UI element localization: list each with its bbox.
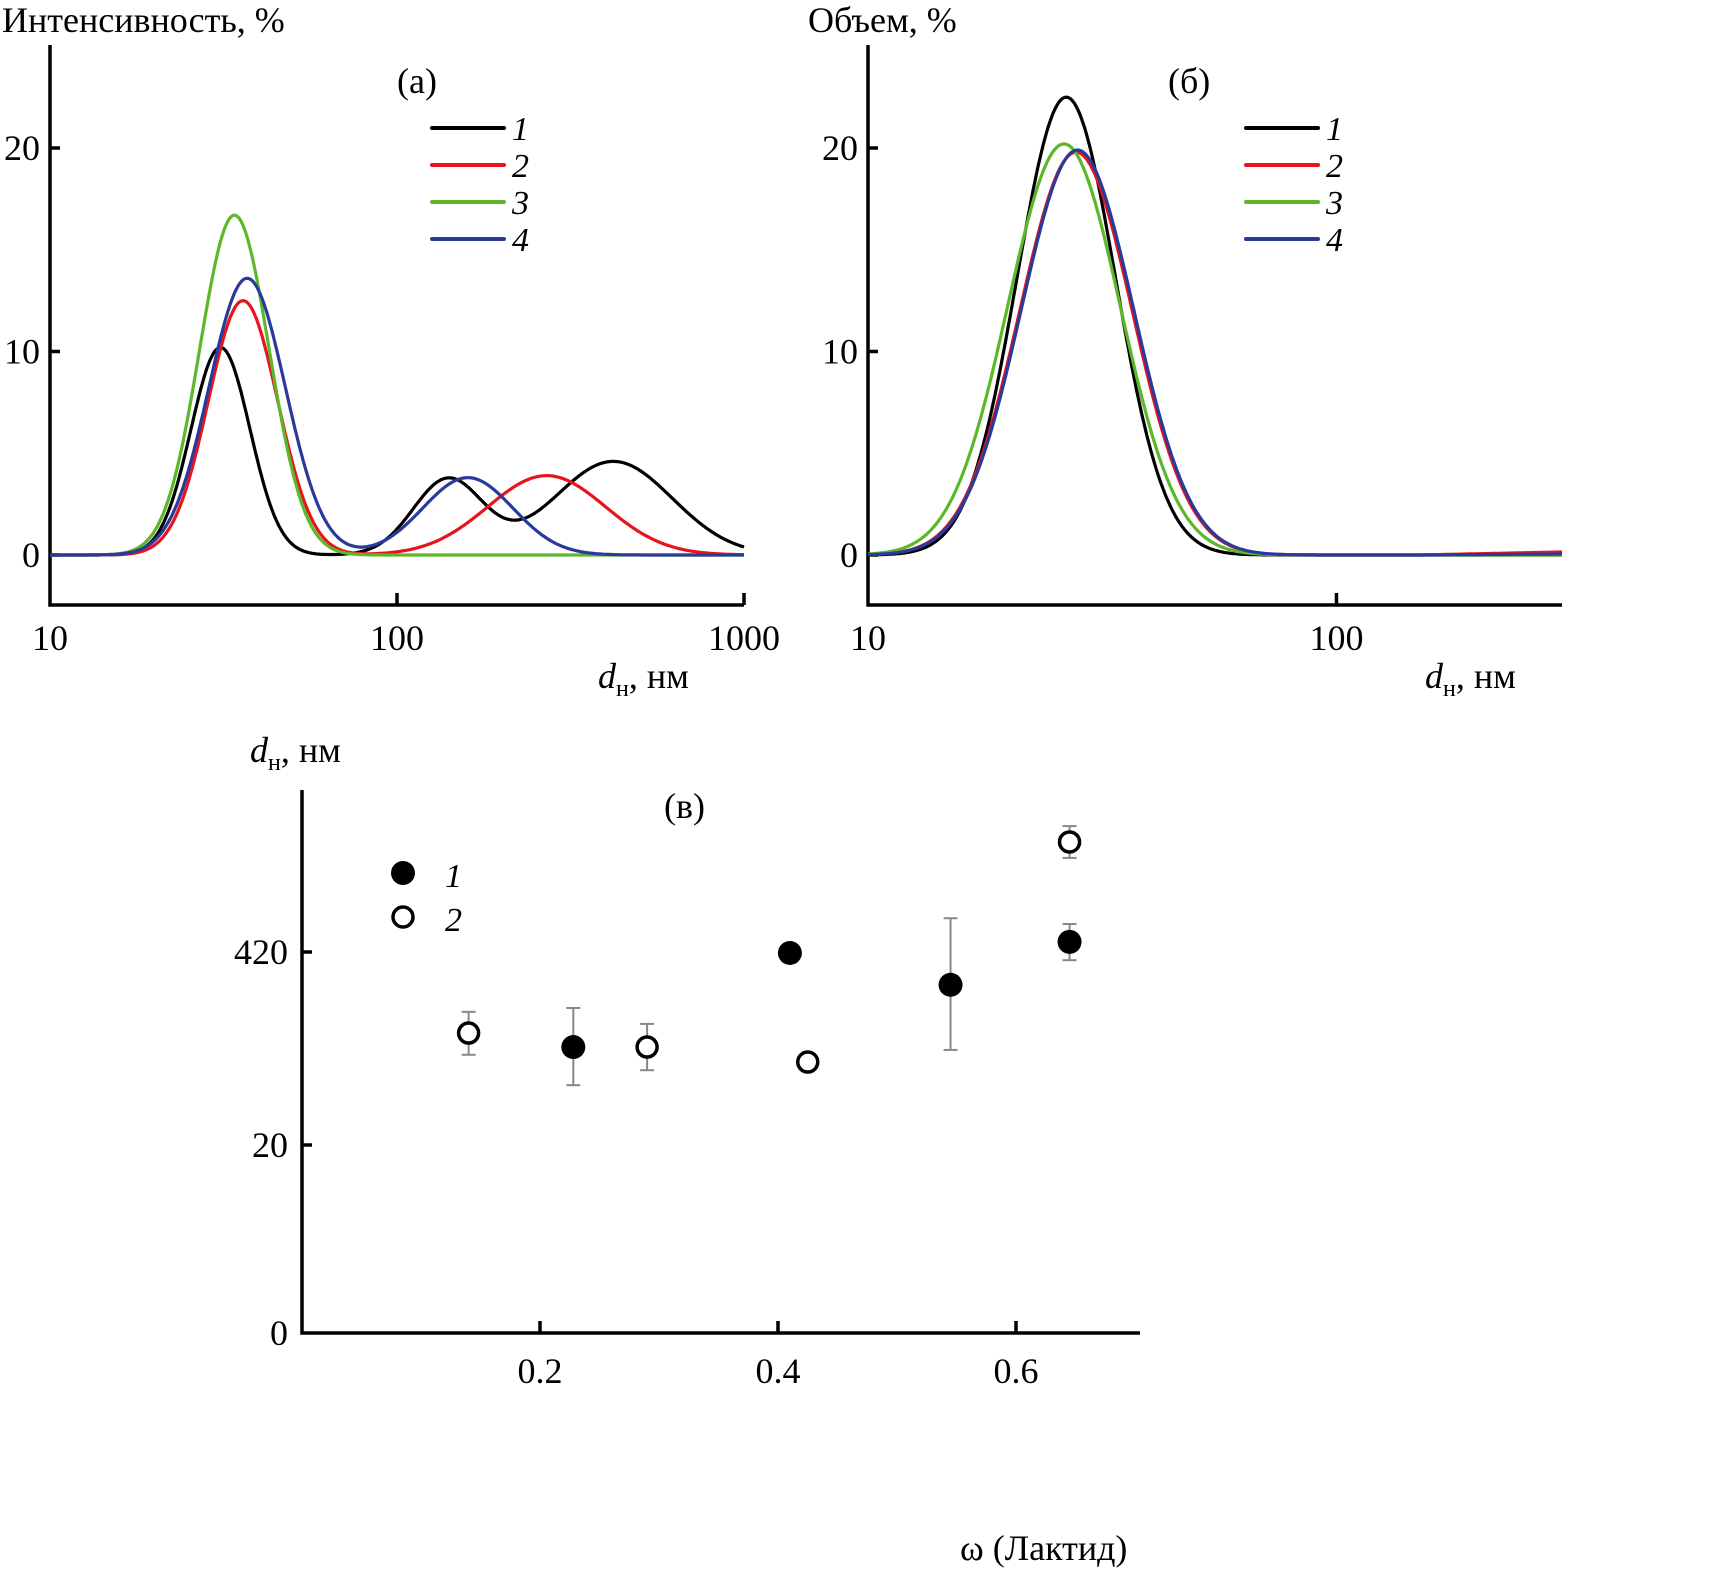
panel-v-ylabel-sub: н [268,750,281,776]
panel-v-ylabel-main: d [250,730,269,770]
panel-v-xlabel: ω (Лактид) [960,1528,1127,1568]
y-tick-label: 0 [22,535,40,575]
x-tick-label: 100 [370,618,424,658]
panel-v-label: (в) [664,786,705,826]
panel-v-scatter: dн, нм (в) ω (Лактид) 0 20 420 0.2 0.4 0.6 1 2 [234,730,1140,1568]
series-1-point [561,1035,586,1060]
series-1-point [938,972,963,997]
x-tick-label: 0.6 [994,1351,1039,1391]
panel-b-xlabel-main: d [1425,656,1444,696]
panel-b-xlabel-unit: , нм [1456,656,1516,696]
series-1-curve [50,345,745,557]
panel-a-xlabel-unit: , нм [629,656,689,696]
panel-b-ylabel: Объем, % [808,0,957,40]
series-1-point [1057,929,1082,954]
series-3-curve [50,213,744,557]
x-tick-label: 0.4 [756,1351,801,1391]
legend-marker-2 [391,905,415,929]
y-tick-label: 20 [4,128,40,168]
panel-v-ylabel-unit: , нм [281,730,341,770]
x-tick-label: 10 [850,618,886,658]
panel-a-xlabel-main: d [598,656,617,696]
series-2-curve [867,150,1563,557]
series-2-point [635,1035,659,1059]
series-4-curve [50,276,744,557]
panel-a-intensity: Интенсивность, % (а) dн, нм 0 10 20 10 100 10… [2,0,780,702]
series-1-point [777,940,802,965]
axis-lines [300,790,1140,1335]
y-tick-label: 420 [234,932,288,972]
panel-a-label: (а) [397,61,437,101]
x-tick-label: 1000 [708,618,780,658]
series-2-point [456,1021,481,1045]
legend-marker-1 [391,861,415,885]
panel-b-xlabel: dн, нм [1425,656,1516,702]
panel-b-xlabel-sub: н [1443,676,1456,702]
legend-label-3: 3 [511,185,529,222]
x-tick-label: 10 [32,618,68,658]
y-tick-label: 20 [822,128,858,168]
y-tick-label: 20 [252,1125,288,1165]
x-tick-label: 0.2 [518,1351,563,1391]
panel-a-ylabel: Интенсивность, % [2,0,285,40]
panel-v-ylabel: dн, нм [250,730,341,776]
y-tick-label: 0 [840,535,858,575]
legend-label-4: 4 [512,222,529,259]
legend-label-2: 2 [512,148,529,185]
series-4-curve [868,148,1562,557]
panel-a-xlabel: dн, нм [598,656,689,702]
panel-b-label: (б) [1168,61,1210,101]
series-2-point [796,1050,820,1074]
series-2-curve [50,299,744,557]
axis-lines [866,45,1562,607]
legend-label-2: 2 [445,902,462,939]
y-tick-label: 10 [822,332,858,372]
legend-label-4: 4 [1326,222,1343,259]
y-tick-label: 0 [270,1313,288,1353]
x-tick-label: 100 [1309,618,1363,658]
legend-label-3: 3 [1325,185,1343,222]
legend-label-1: 1 [1326,111,1343,148]
legend-label-1: 1 [512,111,529,148]
series-3-curve [867,142,1562,557]
y-tick-label: 10 [4,332,40,372]
panel-a-xlabel-sub: н [616,676,629,702]
legend-label-2: 2 [1326,148,1343,185]
series-2-point [1057,830,1082,854]
legend-label-1: 1 [445,858,462,895]
axis-lines [48,45,744,607]
